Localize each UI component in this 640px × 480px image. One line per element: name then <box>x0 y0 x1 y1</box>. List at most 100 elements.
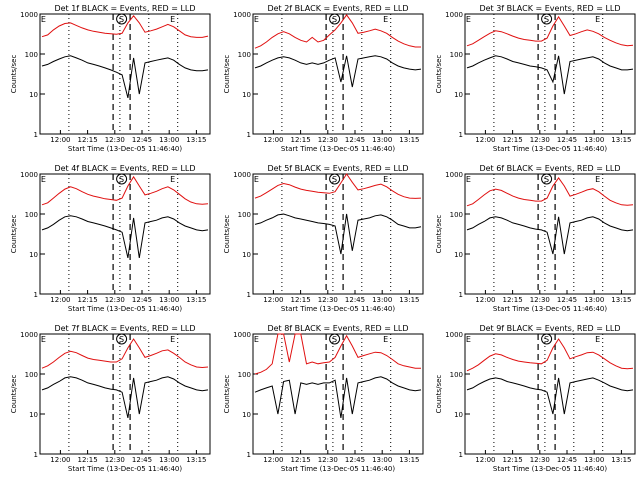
y-axis-label: Counts/sec <box>223 375 231 414</box>
x-tick-label: 12:30 <box>530 136 550 144</box>
events-series <box>254 376 422 418</box>
lld-series <box>254 14 421 49</box>
x-tick-label: 12:00 <box>475 136 495 144</box>
lld-series <box>41 175 209 206</box>
detector-panel: Det 6f BLACK = Events, RED = LLD 1 10 100 10… <box>435 164 636 313</box>
plot-frame <box>464 333 636 455</box>
event-marker: E <box>41 175 46 184</box>
y-tick-label: 1000 <box>445 11 463 19</box>
event-marker: S <box>544 15 549 24</box>
detector-panel: Det 1f BLACK = Events, RED = LLD 1 10 100 10… <box>10 4 211 153</box>
y-tick-label: 100 <box>238 211 251 219</box>
x-tick-label: 12:00 <box>50 296 70 304</box>
y-tick-label: 100 <box>450 211 463 219</box>
y-axis-label: Counts/sec <box>435 215 443 254</box>
x-tick-label: 13:15 <box>611 456 631 464</box>
plot-frame <box>464 173 636 295</box>
plot-frame <box>252 173 424 295</box>
event-marker: E <box>170 335 175 344</box>
x-tick-label: 13:00 <box>372 296 392 304</box>
x-tick-label: 13:15 <box>399 456 419 464</box>
lld-series <box>466 338 634 372</box>
event-marker: S <box>332 175 337 184</box>
events-series <box>466 377 634 415</box>
x-tick-label: 12:30 <box>318 136 338 144</box>
events-series <box>466 55 634 95</box>
marker-circle <box>541 13 553 25</box>
plot-frame <box>39 333 211 455</box>
event-marker: E <box>466 15 471 24</box>
plot-frame <box>464 13 636 135</box>
y-axis-label: Counts/sec <box>435 55 443 94</box>
panel-title: Det 7f BLACK = Events, RED = LLD <box>54 324 195 333</box>
x-axis-label: Start Time (13-Dec-05 11:46:40) <box>68 305 182 313</box>
y-tick-label: 1 <box>459 131 463 139</box>
events-series <box>254 55 422 88</box>
y-tick-label: 100 <box>238 51 251 59</box>
x-tick-label: 13:15 <box>611 136 631 144</box>
events-series <box>41 215 209 259</box>
lld-series <box>254 173 422 199</box>
x-tick-label: 12:00 <box>263 136 283 144</box>
event-marker: S <box>119 335 124 344</box>
marker-circle <box>329 333 341 345</box>
y-tick-label: 1000 <box>445 331 463 339</box>
y-tick-label: 100 <box>450 371 463 379</box>
detector-panel: Det 5f BLACK = Events, RED = LLD 1 10 100 10… <box>223 164 424 313</box>
y-axis-label: Counts/sec <box>10 55 18 94</box>
x-axis-label: Start Time (13-Dec-05 11:46:40) <box>493 305 607 313</box>
x-tick-label: 13:00 <box>159 296 179 304</box>
x-tick-label: 12:45 <box>557 456 577 464</box>
y-tick-label: 10 <box>454 411 463 419</box>
event-marker: E <box>41 15 46 24</box>
y-axis-label: Counts/sec <box>223 55 231 94</box>
x-tick-label: 12:00 <box>50 136 70 144</box>
panel-title: Det 3f BLACK = Events, RED = LLD <box>479 4 620 13</box>
x-tick-label: 12:30 <box>105 136 125 144</box>
panel-title: Det 4f BLACK = Events, RED = LLD <box>54 164 195 173</box>
y-tick-label: 1000 <box>233 11 251 19</box>
marker-circle <box>541 173 553 185</box>
y-tick-label: 1 <box>247 131 251 139</box>
y-tick-label: 1000 <box>20 331 38 339</box>
x-tick-label: 12:30 <box>530 456 550 464</box>
event-marker: S <box>544 335 549 344</box>
x-tick-label: 12:30 <box>530 296 550 304</box>
y-tick-label: 1000 <box>445 171 463 179</box>
event-marker: E <box>383 335 388 344</box>
x-tick-label: 13:00 <box>584 296 604 304</box>
lld-series <box>466 15 634 47</box>
x-tick-label: 13:15 <box>186 136 206 144</box>
event-marker: E <box>466 335 471 344</box>
plot-frame <box>252 333 424 455</box>
y-tick-label: 10 <box>242 411 251 419</box>
y-axis-label: Counts/sec <box>435 375 443 414</box>
event-marker: E <box>41 335 46 344</box>
panel-title: Det 2f BLACK = Events, RED = LLD <box>267 4 408 13</box>
plot-frame <box>39 173 211 295</box>
event-marker: E <box>595 175 600 184</box>
x-tick-label: 13:15 <box>399 296 419 304</box>
x-tick-label: 12:45 <box>132 456 152 464</box>
x-axis-label: Start Time (13-Dec-05 11:46:40) <box>68 465 182 473</box>
x-tick-label: 12:45 <box>345 456 365 464</box>
y-axis-label: Counts/sec <box>10 215 18 254</box>
x-tick-label: 12:00 <box>475 456 495 464</box>
y-tick-label: 1 <box>459 451 463 459</box>
x-axis-label: Start Time (13-Dec-05 11:46:40) <box>281 465 395 473</box>
events-series <box>254 213 422 255</box>
detector-panel: Det 2f BLACK = Events, RED = LLD 1 10 100 10… <box>223 4 424 153</box>
x-axis-label: Start Time (13-Dec-05 11:46:40) <box>493 145 607 153</box>
event-marker: E <box>383 15 388 24</box>
x-tick-label: 12:15 <box>291 136 311 144</box>
event-marker: E <box>254 15 259 24</box>
panel-title: Det 6f BLACK = Events, RED = LLD <box>479 164 620 173</box>
x-tick-label: 12:45 <box>132 136 152 144</box>
event-marker: E <box>170 15 175 24</box>
x-tick-label: 13:00 <box>584 136 604 144</box>
y-tick-label: 10 <box>29 411 38 419</box>
events-series <box>41 376 209 419</box>
x-tick-label: 12:00 <box>475 296 495 304</box>
marker-circle <box>329 13 341 25</box>
x-tick-label: 12:30 <box>105 296 125 304</box>
